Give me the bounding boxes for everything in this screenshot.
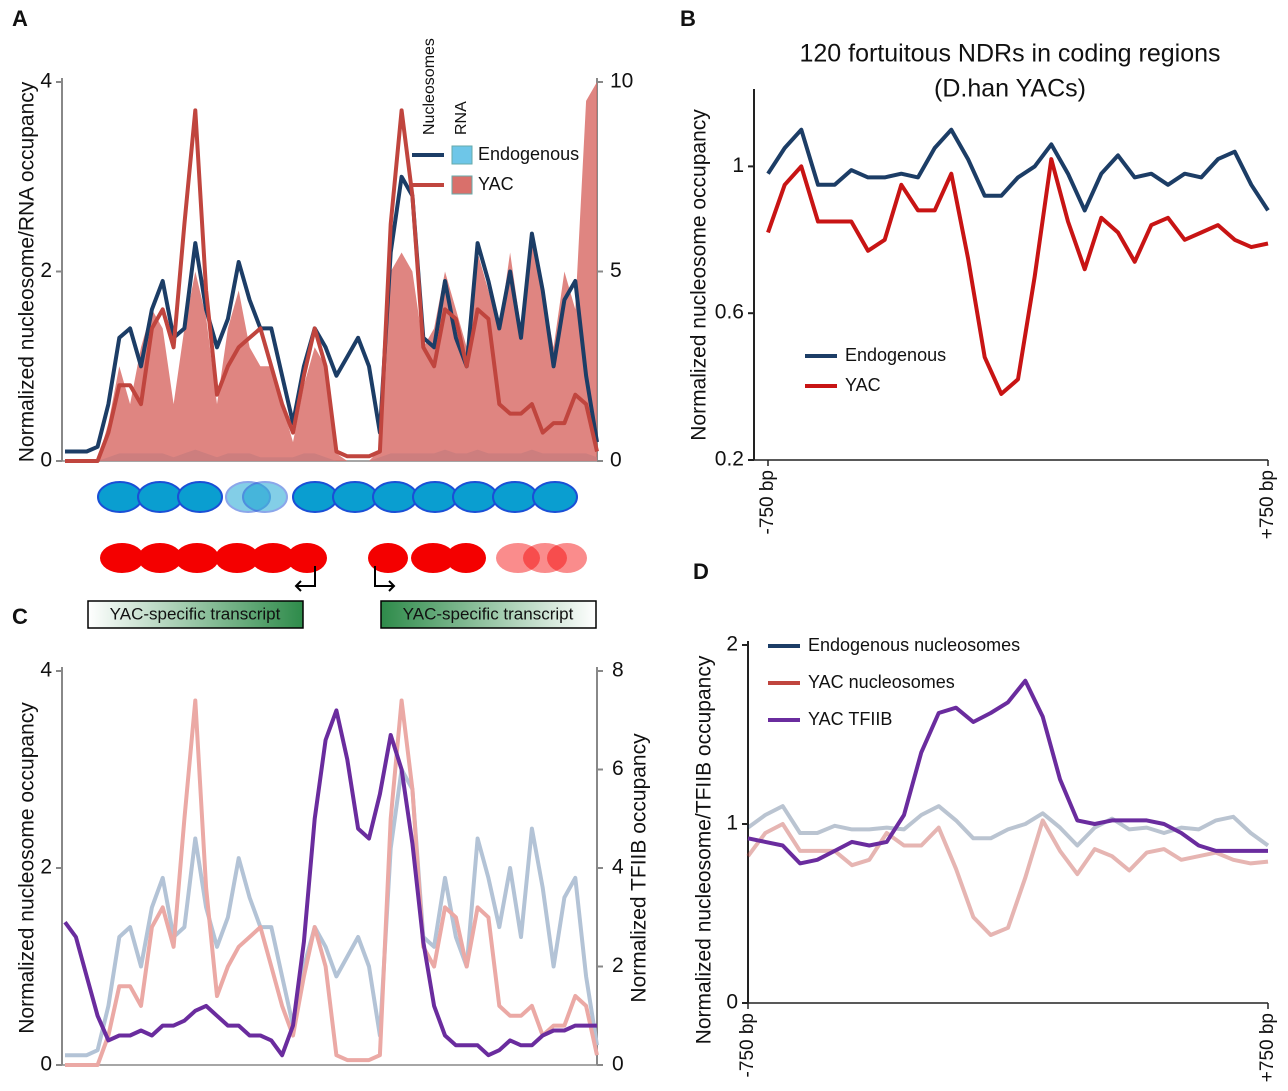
y-tick-label: 0 xyxy=(726,991,738,1014)
x-tick-label: -750 bp xyxy=(757,470,778,534)
transcript-box xyxy=(380,600,597,629)
legend-label: Endogenous xyxy=(478,144,579,164)
arrow xyxy=(294,566,316,592)
series-line xyxy=(65,767,599,1058)
legend-label: Endogenous xyxy=(845,345,946,365)
legend-header: RNA xyxy=(453,101,470,135)
y-axis-label: Normalized nucleosome occupancy xyxy=(16,702,39,1034)
y-tick-label: 4 xyxy=(40,70,52,93)
y2-tick-label: 4 xyxy=(612,856,624,879)
transcript-label: YAC-specific transcript xyxy=(110,604,281,623)
panel-letter: D xyxy=(693,559,709,584)
series-line xyxy=(747,678,1268,866)
series-line xyxy=(746,804,1270,848)
legend-swatch xyxy=(451,145,473,165)
legend-label: YAC TFIIB xyxy=(808,709,892,729)
panel-letter: B xyxy=(680,6,696,31)
legend-header: Nucleosomes xyxy=(421,38,438,135)
arrow xyxy=(374,566,396,592)
y2-tick-label: 0 xyxy=(610,449,622,472)
y-tick-label: 0.6 xyxy=(715,301,744,324)
legend-label: YAC xyxy=(845,375,881,395)
y-tick-label: 0 xyxy=(40,449,52,472)
series-line xyxy=(63,708,597,1058)
y2-axis-label: Normalized TFIIB occupancy xyxy=(628,733,651,1003)
legend-label: Endogenous nucleosomes xyxy=(808,635,1020,655)
x-tick-label: +750 bp xyxy=(1257,1013,1278,1082)
yac-nucleosomes xyxy=(100,543,587,573)
series-line xyxy=(766,157,1269,396)
y2-tick-label: 6 xyxy=(612,757,624,780)
y-tick-label: 0.2 xyxy=(715,448,744,471)
y-tick-label: 1 xyxy=(726,812,738,835)
legend-label: YAC xyxy=(478,174,514,194)
y-tick-label: 2 xyxy=(726,633,738,656)
y2-tick-label: 0 xyxy=(612,1053,624,1076)
y-axis-label: Normalized nucleosome occupancy xyxy=(688,109,711,441)
y2-tick-label: 5 xyxy=(610,259,622,282)
transcript-label: YAC-specific transcript xyxy=(403,604,574,623)
legend-label: YAC nucleosomes xyxy=(808,672,955,692)
y2-tick-label: 2 xyxy=(612,954,624,977)
nucleosome-diagram: YAC-specific transcript YAC-specific tra… xyxy=(87,481,597,629)
series-line xyxy=(766,127,1270,213)
rna-area xyxy=(65,82,597,461)
y2-tick-label: 10 xyxy=(610,70,633,93)
transcript-box xyxy=(87,600,304,629)
y-axis-label: Normalized nucleosome/RNA occupancy xyxy=(16,81,39,462)
chart-subtitle: (D.han YACs) xyxy=(934,75,1086,103)
series-line xyxy=(65,174,599,454)
endogenous-nucleosomes xyxy=(97,481,578,513)
y-tick-label: 2 xyxy=(40,856,52,879)
y-axis-label: Normalized nucleosome/TFIIB occupancy xyxy=(693,655,716,1044)
series-line xyxy=(65,698,599,1067)
y-tick-label: 1 xyxy=(732,154,744,177)
y-tick-label: 0 xyxy=(40,1053,52,1076)
legend-swatch xyxy=(451,175,473,195)
panel-letter: C xyxy=(12,604,28,629)
y-tick-label: 4 xyxy=(40,659,52,682)
panel-letter: A xyxy=(12,6,28,31)
x-tick-label: +750 bp xyxy=(1257,470,1278,539)
series-line xyxy=(65,108,599,463)
y-tick-label: 2 xyxy=(40,259,52,282)
chart-title: 120 fortuitous NDRs in coding regions xyxy=(799,40,1220,68)
y2-tick-label: 8 xyxy=(612,659,624,682)
x-tick-label: -750 bp xyxy=(737,1013,758,1077)
